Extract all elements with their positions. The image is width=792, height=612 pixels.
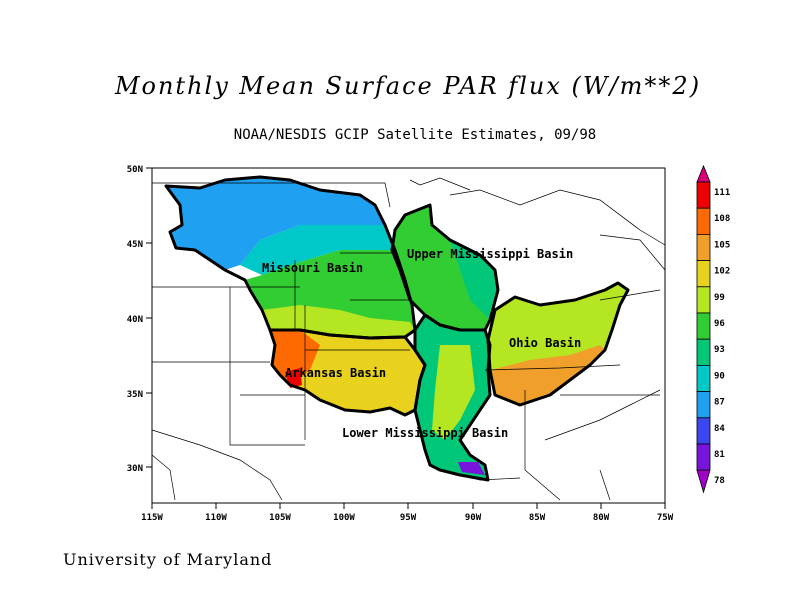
basin-label-lower-mississippi: Lower Mississippi Basin (342, 426, 508, 440)
legend-swatch (696, 233, 711, 261)
legend-swatch (696, 181, 711, 209)
legend-swatch (696, 286, 711, 314)
arkansas-basin-outline (268, 328, 427, 417)
basin-boundaries (164, 175, 630, 482)
fill-missouri-north (166, 177, 385, 270)
credit-text: University of Maryland (63, 550, 273, 569)
legend-label: 84 (714, 424, 725, 434)
legend-swatch (696, 364, 711, 392)
lon-label: 80W (593, 513, 610, 523)
legend-bottom-arrow (696, 469, 711, 494)
lower-mississippi-outline (413, 313, 492, 482)
fill-upper-miss-east (450, 240, 498, 320)
legend-label: 96 (714, 319, 725, 329)
legend-label: 111 (714, 188, 730, 198)
basin-label-upper-mississippi: Upper Mississippi Basin (407, 247, 573, 261)
state-boundaries (151, 177, 666, 501)
legend-top-arrow (696, 164, 711, 183)
lon-label: 85W (529, 513, 546, 523)
legend-label: 81 (714, 450, 725, 460)
legend-label: 105 (714, 240, 730, 250)
lon-label: 90W (465, 513, 482, 523)
lat-label: 35N (127, 390, 143, 400)
legend-label: 90 (714, 371, 725, 381)
ohio-basin-outline (486, 281, 630, 407)
legend-label: 108 (714, 214, 730, 224)
axis-ticks (146, 167, 666, 509)
lon-label: 100W (333, 513, 355, 523)
basin-label-arkansas: Arkansas Basin (285, 366, 386, 380)
legend-swatch (696, 312, 711, 340)
lat-label: 45N (127, 240, 143, 250)
fill-arkansas-west (270, 330, 320, 385)
map-subtitle: NOAA/NESDIS GCIP Satellite Estimates, 09… (233, 127, 597, 143)
lon-label: 110W (205, 513, 227, 523)
fill-lower-miss-center (432, 345, 475, 440)
legend-label: 93 (714, 345, 725, 355)
legend-swatch (696, 417, 711, 445)
basin-label-missouri: Missouri Basin (262, 261, 363, 275)
legend-swatch (696, 443, 711, 471)
legend-swatch (696, 260, 711, 288)
color-legend: 111 108 105 102 99 96 93 90 87 84 81 78 (696, 164, 730, 494)
fill-ohio-south (490, 345, 605, 405)
basin-labels: Missouri Basin Upper Mississippi Basin O… (262, 247, 581, 440)
legend-swatch (696, 391, 711, 419)
legend-label: 87 (714, 398, 725, 408)
latitude-labels: 50N 45N 40N 35N 30N (127, 165, 143, 474)
legend-label: 78 (714, 476, 725, 486)
fill-missouri-mid (240, 225, 395, 275)
basin-label-ohio: Ohio Basin (509, 336, 581, 350)
lat-label: 40N (127, 315, 143, 325)
map-title: Monthly Mean Surface PAR flux (W/m**2) (114, 72, 702, 100)
lat-label: 50N (127, 165, 143, 175)
lon-label: 115W (141, 513, 163, 523)
lon-label: 75W (657, 513, 674, 523)
legend-label: 99 (714, 293, 725, 303)
lat-label: 30N (127, 464, 143, 474)
longitude-labels: 115W 110W 105W 100W 95W 90W 85W 80W 75W (141, 513, 674, 523)
legend-swatch (696, 338, 711, 366)
legend-label: 102 (714, 267, 730, 277)
fill-lower-miss-south (458, 462, 485, 475)
lon-label: 95W (400, 513, 417, 523)
lon-label: 105W (269, 513, 291, 523)
flux-grid (166, 177, 628, 480)
legend-swatch (696, 207, 711, 235)
